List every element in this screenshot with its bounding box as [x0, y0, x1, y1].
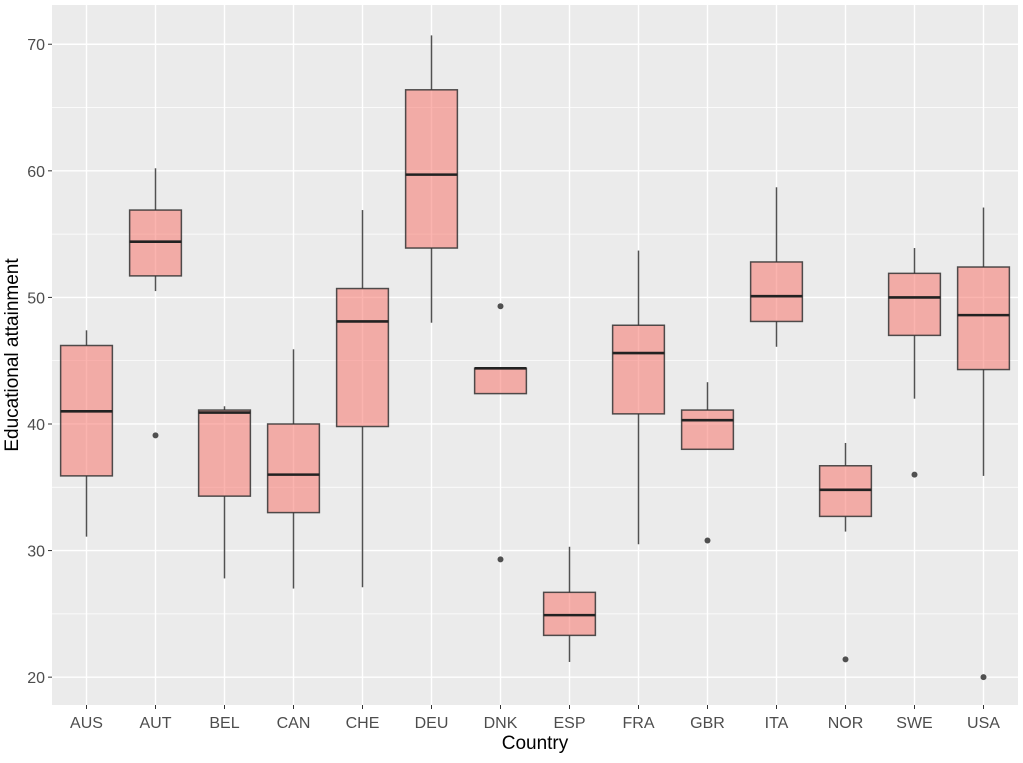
x-tick-label-dnk: DNK: [484, 715, 518, 732]
box-esp: [542, 546, 597, 662]
x-axis-title: Country: [502, 733, 569, 754]
outlier-point: [704, 537, 711, 544]
box-gbr: [680, 382, 735, 544]
plot-panel: [52, 5, 1018, 705]
x-tick-label-gbr: GBR: [690, 715, 725, 732]
outlier-point: [842, 656, 849, 663]
box-iqr: [749, 261, 804, 323]
box-iqr: [680, 409, 735, 451]
box-fra: [611, 250, 666, 545]
box-iqr: [956, 266, 1011, 371]
box-iqr: [473, 367, 528, 395]
outlier-point: [980, 674, 987, 681]
x-tick-label-nor: NOR: [828, 715, 864, 732]
box-iqr: [197, 409, 252, 497]
x-tick-label-swe: SWE: [896, 715, 932, 732]
boxes: [59, 35, 1011, 681]
x-tick-label-fra: FRA: [623, 715, 655, 732]
outlier-point: [152, 432, 159, 439]
box-can: [266, 349, 321, 589]
x-tick-label-bel: BEL: [209, 715, 239, 732]
box-iqr: [887, 272, 942, 337]
box-che: [335, 210, 390, 588]
box-swe: [887, 248, 942, 478]
y-tick-label: 20: [27, 670, 45, 687]
outlier-point: [497, 303, 504, 310]
x-tick-label-deu: DEU: [415, 715, 449, 732]
y-axis-ticks: 20 30 40 50 60 70: [27, 37, 52, 687]
y-tick-label: 70: [27, 37, 45, 54]
x-tick-label-che: CHE: [346, 715, 380, 732]
y-tick-label: 50: [27, 290, 45, 307]
y-axis-title: Educational attainment: [2, 258, 23, 452]
box-bel: [197, 406, 252, 579]
box-deu: [404, 35, 459, 323]
box-iqr: [266, 423, 321, 514]
x-tick-label-aut: AUT: [140, 715, 172, 732]
box-iqr: [611, 324, 666, 415]
x-tick-label-esp: ESP: [553, 715, 585, 732]
box-iqr: [404, 89, 459, 249]
y-tick-label: 60: [27, 164, 45, 181]
box-ita: [749, 187, 804, 347]
y-tick-label: 40: [27, 417, 45, 434]
box-aut: [128, 168, 183, 439]
box-dnk: [473, 303, 528, 563]
box-iqr: [335, 287, 390, 428]
x-tick-label-ita: ITA: [765, 715, 789, 732]
outlier-point: [911, 471, 918, 478]
box-usa: [956, 207, 1011, 681]
box-nor: [818, 442, 873, 663]
x-tick-label-usa: USA: [967, 715, 1000, 732]
x-tick-label-aus: AUS: [70, 715, 103, 732]
x-axis-ticks: AUS AUT BEL CAN CHE DEU DNK ESP FRA GBR ITA NOR SWE U…: [70, 705, 1000, 732]
y-tick-label: 30: [27, 544, 45, 561]
box-aus: [59, 330, 114, 537]
outlier-point: [497, 556, 504, 563]
x-tick-label-can: CAN: [277, 715, 311, 732]
